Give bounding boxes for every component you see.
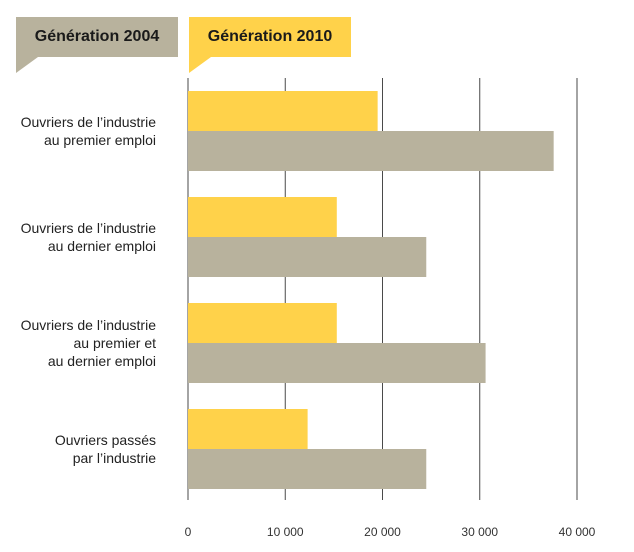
legend-label-2004: Génération 2004: [16, 17, 178, 57]
category-label: Ouvriers de l’industrie: [21, 114, 157, 130]
x-tick-label: 10 000: [267, 525, 304, 539]
x-tick-label: 0: [185, 525, 192, 539]
x-tick-label: 20 000: [364, 525, 401, 539]
legend-tail-2004: [16, 57, 38, 73]
legend-tail-2010: [189, 57, 211, 73]
bar-generation-2004: [188, 237, 427, 277]
legend-label-2010: Génération 2010: [189, 17, 351, 57]
bar-generation-2010: [188, 91, 378, 131]
bar-generation-2004: [188, 131, 554, 171]
category-label: au dernier emploi: [48, 238, 156, 254]
category-label: Ouvriers de l’industrie: [21, 220, 157, 236]
category-label: Ouvriers passés: [55, 432, 156, 448]
category-label: Ouvriers de l’industrie: [21, 317, 157, 333]
x-tick-label: 30 000: [461, 525, 498, 539]
bar-generation-2010: [188, 197, 337, 237]
x-tick-label: 40 000: [559, 525, 596, 539]
category-label: au dernier emploi: [48, 353, 156, 369]
category-label: au premier emploi: [44, 132, 156, 148]
category-label: par l’industrie: [73, 450, 156, 466]
category-label: au premier et: [74, 335, 157, 351]
bar-generation-2010: [188, 409, 308, 449]
bar-generation-2010: [188, 303, 337, 343]
bar-generation-2004: [188, 449, 427, 489]
bar-generation-2004: [188, 343, 486, 383]
